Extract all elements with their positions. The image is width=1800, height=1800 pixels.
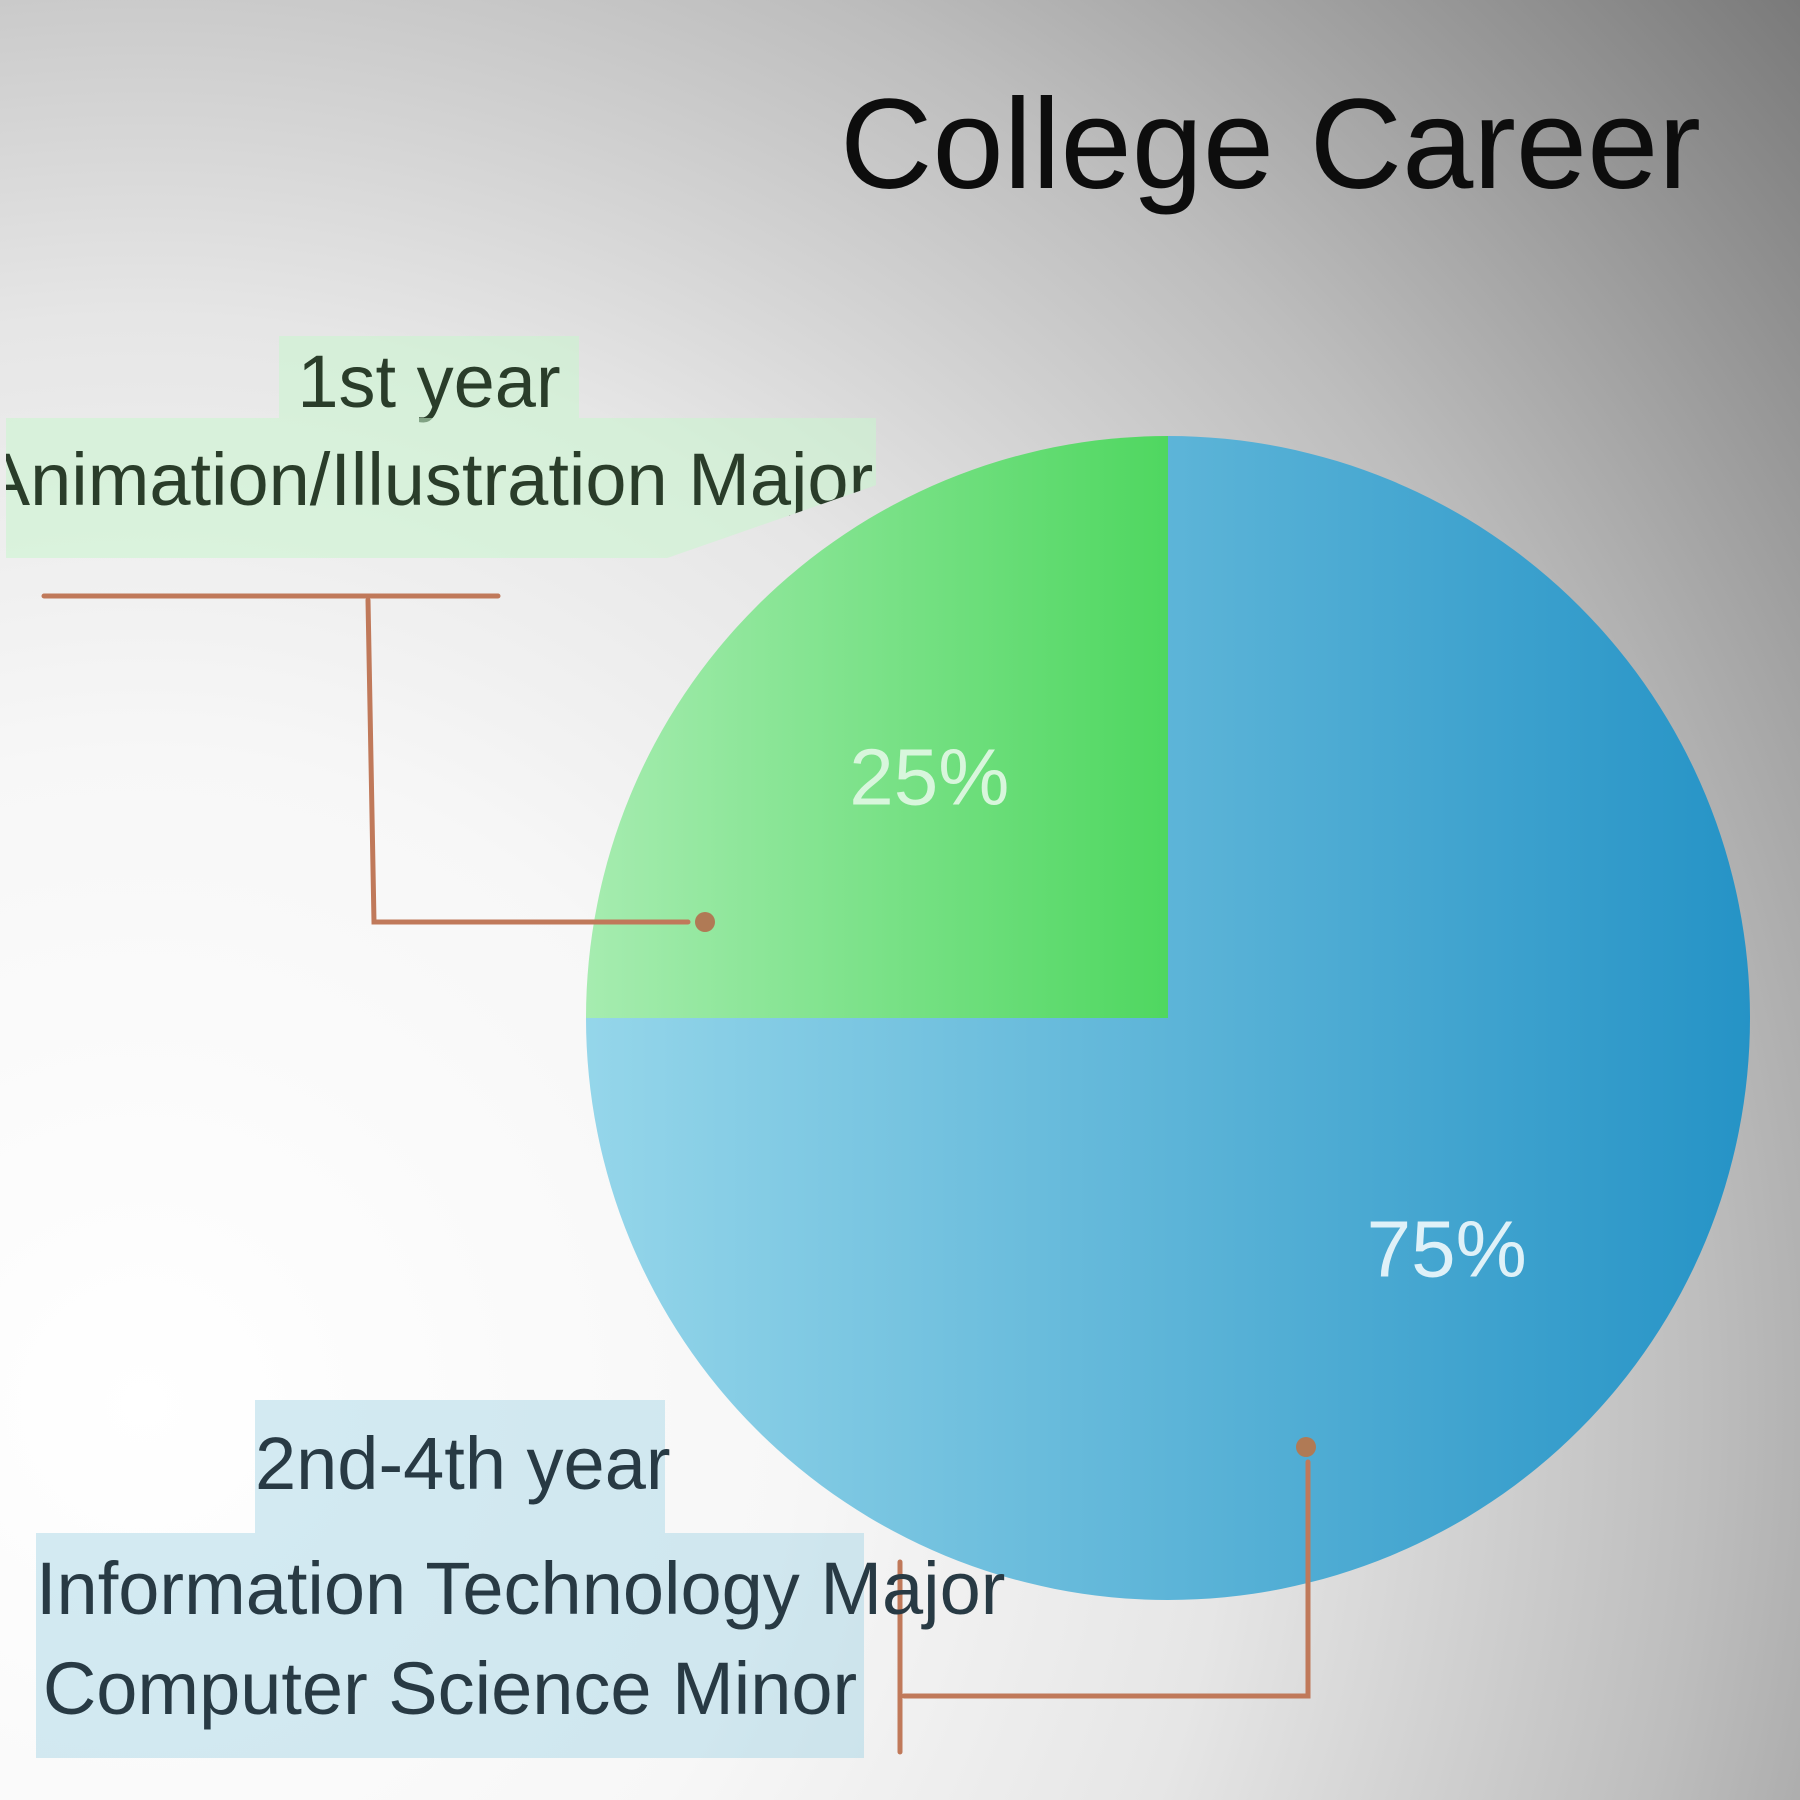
label-1st-year-text: 1st year (297, 340, 561, 423)
leader-line-1st-year (41, 593, 691, 925)
leader-dot-2nd-4th-year (1296, 1437, 1316, 1457)
pie-slice-1st-year (586, 436, 1168, 1018)
label-1st-year-detail: Animation/Illustration Major (6, 418, 876, 558)
leader-dot-1st-year (695, 912, 715, 932)
label-2nd-4th-year-detail: Information Technology Major Computer Sc… (36, 1533, 1006, 1758)
value-label-2nd-4th-year: 75% (1367, 1205, 1527, 1294)
chart-title: College Career (840, 73, 1701, 216)
label-2nd-4th-year-minor: Computer Science Minor (42, 1647, 858, 1730)
label-1st-year-major: Animation/Illustration Major (0, 438, 874, 521)
label-1st-year-heading: 1st year (279, 336, 579, 423)
label-2nd-4th-year-text: 2nd-4th year (255, 1422, 671, 1505)
label-2nd-4th-year-heading: 2nd-4th year (255, 1400, 671, 1533)
leader-line-2nd-4th-year (897, 1459, 1311, 1755)
pie-slice-2nd-4th-year (586, 436, 1750, 1600)
label-2nd-4th-year-major: Information Technology Major (36, 1547, 1006, 1630)
value-label-1st-year: 25% (849, 732, 1009, 821)
